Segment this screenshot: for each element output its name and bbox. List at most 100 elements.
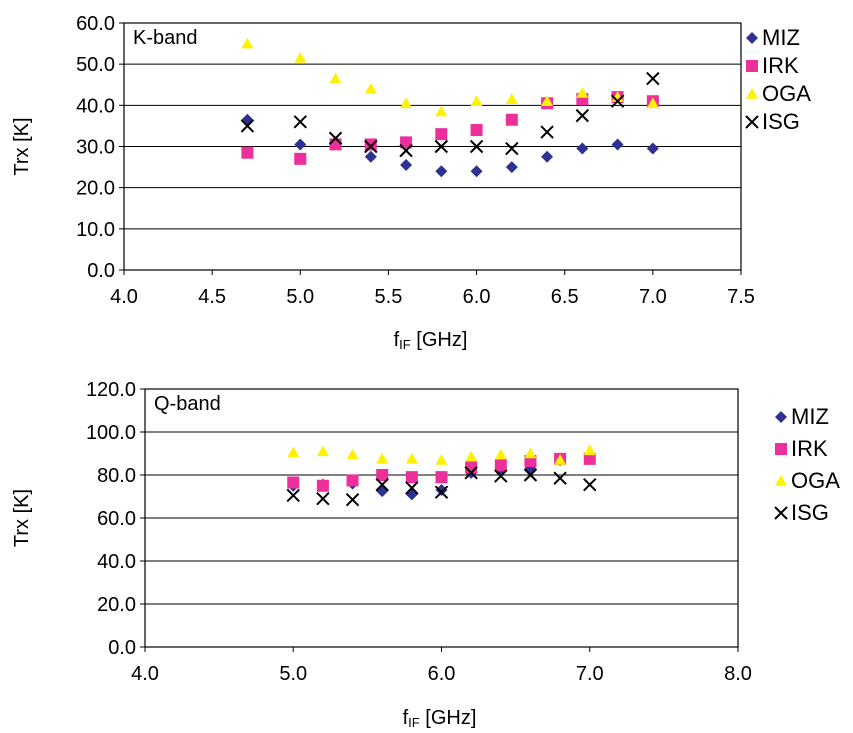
data-point-isg	[646, 71, 660, 86]
x-tick-label: 7.0	[639, 286, 667, 308]
data-point-isg	[494, 469, 508, 483]
legend: MIZ IRK OGA ISG	[745, 25, 811, 134]
y-tick-label: 20.0	[97, 594, 136, 616]
y-tick-label: 10.0	[76, 219, 115, 241]
data-point-isg	[240, 119, 255, 133]
data-point-oga	[524, 447, 537, 459]
y-tick-label: 50.0	[76, 54, 115, 76]
legend-label: OGA	[762, 81, 811, 106]
data-point-isg	[434, 139, 449, 154]
chart-panel-1: 0.0 10.0 20.0 30.0 40.0 50.0 60.0 4.0 4.5 5.0 5.5 6…	[11, 13, 811, 352]
chart-title: K-band	[133, 27, 198, 49]
data-point-miz	[364, 150, 377, 163]
legend-label: ISG	[791, 500, 829, 525]
data-point-oga	[646, 97, 659, 109]
data-point-isg	[375, 477, 389, 492]
y-tick-label: 120.0	[86, 379, 136, 401]
legend-marker-isg	[774, 506, 788, 520]
y-tick-label: 60.0	[97, 508, 136, 530]
legend-label: OGA	[791, 468, 840, 493]
x-tick-label: 4.5	[198, 286, 226, 308]
data-point-oga	[470, 95, 483, 107]
y-tick-label: 40.0	[76, 95, 115, 117]
data-point-miz	[376, 485, 389, 498]
x-tick-label: 4.0	[131, 663, 159, 685]
data-point-isg	[286, 488, 300, 503]
data-point-miz	[505, 161, 518, 174]
series-irk	[241, 91, 659, 165]
legend-label: IRK	[762, 53, 799, 78]
x-tick-label: 5.0	[279, 663, 307, 685]
data-point-irk	[583, 452, 596, 465]
x-axis-label-subscript: IF	[408, 715, 420, 730]
data-point-oga	[346, 448, 359, 460]
data-point-isg	[610, 94, 625, 108]
data-point-miz	[470, 165, 483, 178]
data-point-oga	[583, 444, 596, 456]
x-tick-label: 8.0	[724, 663, 752, 685]
data-point-isg	[364, 139, 378, 154]
data-point-oga	[465, 450, 478, 462]
data-point-isg	[328, 131, 343, 145]
data-point-oga	[376, 452, 389, 464]
data-point-isg	[399, 143, 413, 158]
x-tick-label: 6.5	[551, 286, 579, 308]
data-point-oga	[554, 453, 567, 465]
data-point-oga	[241, 37, 254, 49]
y-tick-label: 80.0	[97, 465, 136, 487]
x-tick-label: 6.0	[428, 663, 456, 685]
chart-panel-2: 0.0 20.0 40.0 60.0 80.0 100.0 120.0 4.0 5.0 6.0 7.…	[11, 379, 840, 730]
y-axis-label: Trx [K]	[11, 117, 33, 175]
x-tick-label: 5.5	[375, 286, 403, 308]
data-point-miz	[241, 113, 254, 126]
series-isg	[240, 71, 660, 158]
data-point-oga	[294, 51, 307, 63]
data-point-irk	[405, 471, 418, 484]
x-axis-label: fIF [GHz]	[394, 329, 468, 352]
data-point-isg	[583, 477, 597, 492]
x-tick-label: 7.0	[576, 663, 604, 685]
data-point-miz	[435, 165, 448, 178]
chart-title: Q-band	[154, 393, 221, 415]
data-point-isg	[505, 141, 519, 156]
data-point-oga	[576, 86, 589, 98]
y-tick-label: 0.0	[87, 260, 115, 282]
data-point-irk	[294, 152, 307, 165]
data-point-isg	[540, 125, 554, 139]
x-axis-label-unit: [GHz]	[420, 707, 477, 729]
legend-marker-irk	[775, 443, 787, 455]
y-axis-label: Trx [K]	[11, 489, 33, 547]
series-oga	[241, 37, 659, 117]
data-point-isg	[293, 115, 307, 129]
legend-marker-miz	[775, 411, 787, 423]
data-point-irk	[346, 474, 359, 487]
legend: MIZ IRK OGA ISG	[774, 404, 840, 525]
y-tick-label: 0.0	[108, 637, 136, 659]
data-point-miz	[541, 150, 554, 163]
data-point-irk	[316, 479, 329, 492]
data-point-oga	[435, 453, 448, 465]
data-point-miz	[646, 142, 659, 155]
data-point-irk	[329, 138, 342, 151]
data-point-oga	[405, 452, 418, 464]
legend-marker-oga	[746, 88, 758, 99]
data-point-irk	[494, 459, 507, 472]
y-tick-label: 40.0	[97, 551, 136, 573]
x-tick-label: 4.0	[110, 286, 138, 308]
data-point-isg	[464, 466, 478, 480]
x-axis-label: fIF [GHz]	[403, 707, 477, 730]
data-point-miz	[435, 484, 448, 497]
legend-label: ISG	[762, 109, 800, 134]
x-axis-label-unit: [GHz]	[411, 329, 468, 351]
data-point-miz	[405, 488, 418, 501]
y-tick-label: 60.0	[76, 13, 115, 35]
data-point-irk	[241, 146, 254, 159]
data-point-irk	[505, 113, 518, 126]
data-point-irk	[435, 471, 448, 484]
data-point-irk	[470, 124, 483, 137]
legend-label: IRK	[791, 436, 828, 461]
x-axis-label-subscript: IF	[399, 337, 411, 352]
x-axis-label-main: f	[394, 329, 400, 351]
data-point-isg	[575, 108, 590, 123]
